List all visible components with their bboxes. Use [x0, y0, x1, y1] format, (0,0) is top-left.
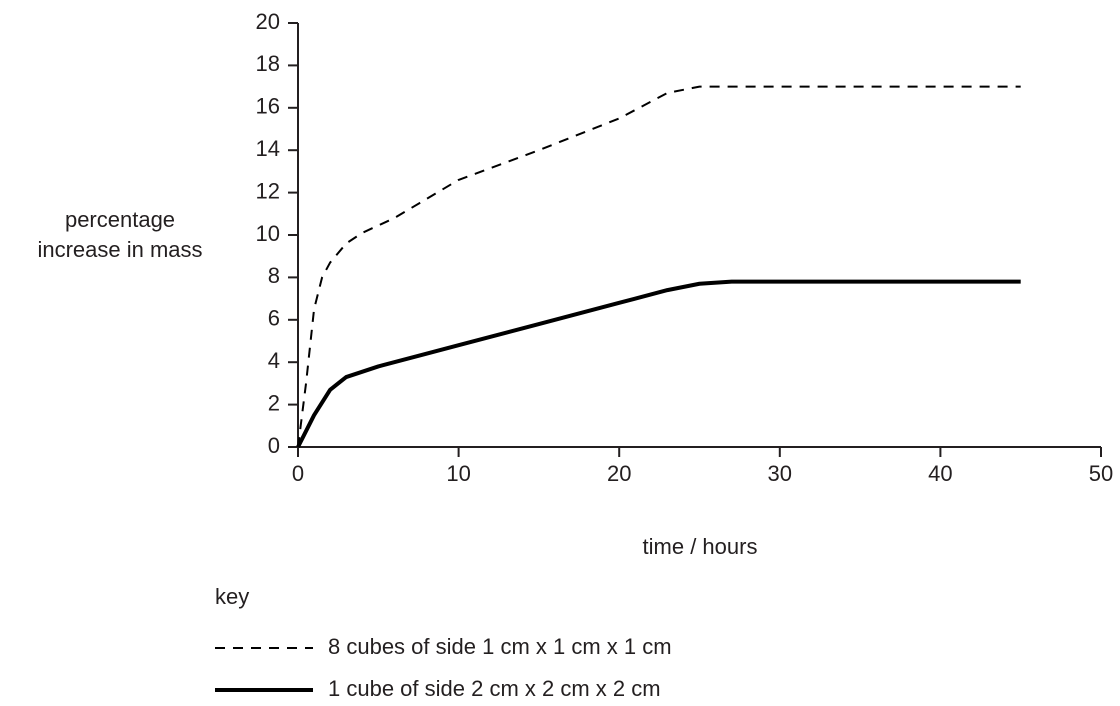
x-tick-label: 50 [1089, 461, 1113, 486]
y-tick-label: 4 [268, 348, 280, 373]
y-tick-label: 6 [268, 306, 280, 331]
y-tick-label: 10 [256, 221, 280, 246]
legend-label: 8 cubes of side 1 cm x 1 cm x 1 cm [328, 634, 672, 659]
x-tick-label: 0 [292, 461, 304, 486]
x-tick-label: 40 [928, 461, 952, 486]
series-line [297, 85, 1021, 448]
y-tick-label: 14 [256, 136, 280, 161]
x-tick-label: 30 [768, 461, 792, 486]
x-tick-label: 20 [607, 461, 631, 486]
y-tick-label: 20 [256, 9, 280, 34]
y-tick-label: 12 [256, 178, 280, 203]
y-tick-label: 8 [268, 263, 280, 288]
x-axis-title: time / hours [643, 534, 758, 559]
legend-label: 1 cube of side 2 cm x 2 cm x 2 cm [328, 676, 661, 701]
legend-title: key [215, 584, 249, 609]
x-tick-label: 10 [446, 461, 470, 486]
y-axis-title: percentage increase in mass [37, 207, 203, 262]
y-tick-label: 16 [256, 94, 280, 119]
series-line [296, 279, 1021, 448]
y-tick-label: 18 [256, 51, 280, 76]
y-tick-label: 0 [268, 433, 280, 458]
y-tick-label: 2 [268, 390, 280, 415]
